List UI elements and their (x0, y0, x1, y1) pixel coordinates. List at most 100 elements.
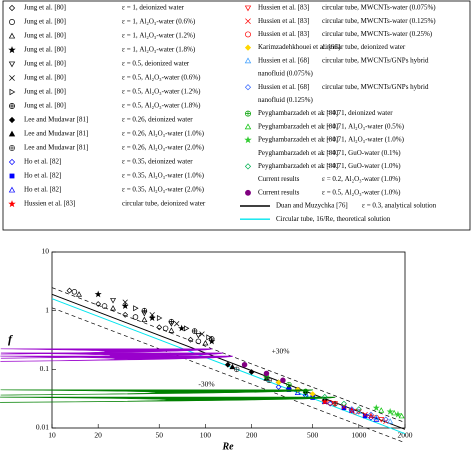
legend-source: Duan and Muzychka [76] (276, 202, 348, 210)
legend-condition: circular tube, MWCNTs-water (0.075%) (322, 4, 436, 12)
data-point (195, 338, 202, 345)
legend-condition: ε = 0.2, Al₂O₃-water (1.0%) (322, 175, 401, 183)
legend-condition: ε = 0.26, Al₂O₃-water (1.0%) (122, 130, 205, 138)
data-point (355, 406, 362, 412)
legend-condition: ε = 0.5, Al₂O₃-water (0.6%) (122, 74, 201, 82)
band-line (51, 307, 406, 444)
y-axis-label: f (8, 332, 13, 346)
x-axis-label: Re (221, 441, 234, 452)
data-point (332, 401, 339, 407)
legend-source: Hussien et al. [83] (24, 200, 75, 208)
data-point (327, 399, 333, 406)
data-point (341, 404, 347, 410)
legend-marker (244, 5, 252, 12)
legend-condition: ε = 0.5, Al₂O₃-water (1.8%) (122, 102, 201, 110)
legend-source: Hussien et al. [68] (258, 56, 309, 64)
data-point (233, 366, 240, 373)
data-point (149, 312, 155, 318)
data-point (341, 400, 347, 407)
legend-marker (8, 61, 16, 68)
legend-marker (9, 145, 15, 151)
legend-source: Ho et al. [82] (24, 172, 61, 180)
data-point (241, 361, 248, 368)
legend-source: Circular tube, 16/Re, theoretical soluti… (276, 215, 391, 223)
data-point (94, 290, 102, 298)
legend-marker (244, 84, 252, 91)
data-point (309, 391, 316, 397)
data-point (178, 324, 186, 332)
data-point (199, 331, 205, 337)
data-point (382, 416, 389, 423)
legend-marker (9, 173, 15, 179)
legend-condition: ε = 0.5, Al₂O₃-water (1.2%) (122, 88, 201, 96)
data-point (348, 406, 355, 412)
x-tick-label: 10 (48, 431, 56, 440)
plot-frame (51, 251, 406, 429)
data-point (168, 327, 175, 333)
data-point (229, 363, 236, 370)
legend-marker (8, 158, 16, 166)
data-point (248, 369, 255, 375)
y-tick-label: 0.01 (36, 423, 49, 432)
legend-source: Jung et al. [80] (24, 32, 66, 40)
data-point (76, 291, 83, 297)
legend-marker (9, 75, 15, 81)
annotation: +30% (272, 346, 290, 355)
data-point (110, 298, 117, 304)
legend-condition: ε = 0.71, GuO-water (1.0%) (322, 162, 401, 170)
x-tick-label: 100 (200, 431, 212, 440)
data-point (224, 361, 231, 368)
data-point (122, 299, 128, 305)
x-tick-label: 2000 (398, 431, 413, 440)
y-tick-label: 10 (42, 247, 50, 256)
data-point (387, 418, 394, 424)
legend-marker (244, 163, 252, 170)
legend-condition: ε = 0.5, Al₂O₃-water (1.0%) (322, 188, 401, 196)
legend-marker (245, 110, 251, 117)
legend-condition: ε = 0.26, Al₂O₃-water (2.0%) (122, 144, 205, 152)
legend-condition: circular tube, deionized water (122, 200, 206, 208)
legend-source: Jung et al. [80] (24, 46, 66, 54)
legend-box (2, 0, 471, 231)
data-point (398, 412, 405, 419)
legend-source: Lee and Mudawar [81] (24, 116, 88, 124)
data-point (209, 336, 215, 342)
legend-condition: nanofluid (0.125%) (258, 96, 313, 104)
legend-condition: ε = 0.26, deionized water (122, 116, 193, 124)
legend-source: Hussien et al. [83] (258, 30, 309, 38)
legend-source: Lee and Mudawar [81] (24, 130, 88, 138)
legend-marker (245, 31, 251, 38)
legend-source: Jung et al. [80] (24, 88, 66, 96)
legend-condition: ε = 0.35, Al₂O₃-water (2.0%) (122, 186, 205, 194)
legend-source: Jung et al. [80] (24, 102, 66, 110)
data-point (195, 333, 202, 339)
data-point (156, 324, 163, 331)
data-point (275, 384, 282, 390)
data-point (202, 339, 209, 346)
legend-marker (244, 57, 252, 64)
legend-condition: ε = 0.3, analytical solution (362, 202, 437, 210)
legend-marker (8, 46, 16, 54)
legend-condition: circular tube, MWCNTs-water (0.125%) (322, 17, 436, 25)
data-point (191, 328, 198, 334)
legend-source: Ho et al. [82] (24, 158, 61, 166)
legend-marker (9, 19, 15, 25)
legend-source: Jung et al. [80] (24, 4, 66, 12)
legend-source: Ho et al. [82] (24, 186, 61, 194)
legend-marker (8, 130, 16, 137)
data-point (373, 416, 380, 422)
y-tick-label: 1 (45, 305, 49, 314)
data-point (362, 411, 368, 418)
data-point (372, 404, 380, 411)
legend-marker (8, 200, 16, 208)
data-point (286, 381, 292, 388)
legend-condition: ε = 0.71, Al₂O₃-water (1.0%) (322, 136, 405, 144)
legend-marker (245, 189, 251, 196)
legend-source: Current results (258, 175, 300, 183)
data-point (0, 389, 313, 396)
legend-condition: ε = 0.35, deionized water (122, 158, 193, 166)
data-point (121, 302, 129, 309)
legend-marker (9, 103, 15, 109)
legend-marker (8, 32, 16, 39)
